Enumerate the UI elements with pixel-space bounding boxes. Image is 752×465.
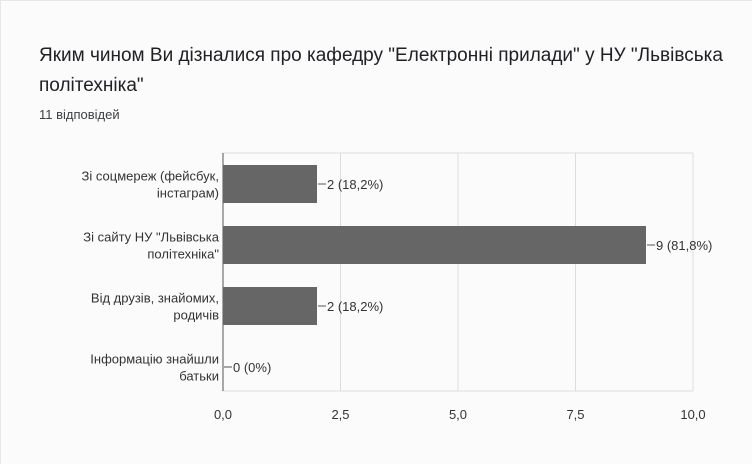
value-label: 2 (18,2%) — [327, 177, 383, 192]
x-tick-label: 2,5 — [331, 407, 349, 422]
category-label: політехніка" — [147, 247, 219, 262]
value-label: 9 (81,8%) — [656, 238, 712, 253]
response-count: 11 відповідей — [39, 107, 120, 122]
bars — [223, 165, 646, 325]
x-tick-label: 0,0 — [214, 407, 232, 422]
value-label: 2 (18,2%) — [327, 299, 383, 314]
bar — [223, 165, 317, 203]
question-title: Яким чином Ви дізналися про кафедру "Еле… — [39, 45, 723, 96]
x-tick-label: 10,0 — [680, 407, 705, 422]
category-label: Інформацію знайшли — [90, 352, 219, 367]
category-label: Зі сайту НУ "Львівська — [83, 230, 220, 245]
category-label: батьки — [179, 369, 219, 384]
labels: 0,0 2,5 5,0 7,5 10,0 2 (18,2%) Зі соцмереж (фе… — [82, 169, 713, 423]
category-label: інстаграм) — [157, 186, 219, 201]
x-tick-label: 7,5 — [566, 407, 584, 422]
bar — [223, 226, 646, 264]
bar — [223, 287, 317, 325]
category-label: Зі соцмереж (фейсбук, — [82, 169, 219, 184]
x-tick-label: 5,0 — [449, 407, 467, 422]
value-label: 0 (0%) — [233, 360, 271, 375]
category-label: родичів — [173, 308, 219, 323]
category-label: Від друзів, знайомих, — [91, 291, 219, 306]
